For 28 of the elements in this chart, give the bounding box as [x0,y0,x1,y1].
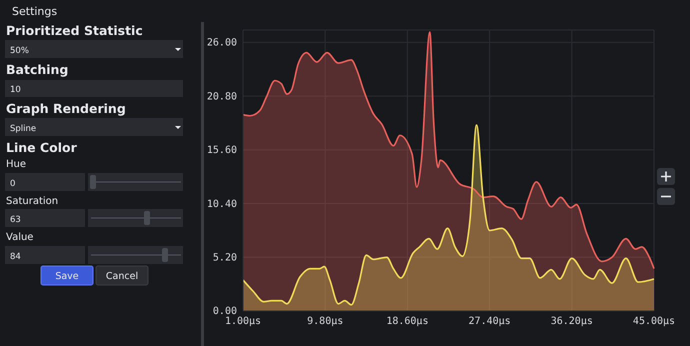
text: Batching [6,62,68,77]
y-tick-label: 5.20 [212,252,237,264]
text: Hue [6,159,26,170]
y-tick-label: 0.00 [212,306,237,318]
x-tick-label: 27.40µs [468,316,511,328]
x-tick-label: 45.00µs [632,316,676,328]
text: 84 [10,252,21,262]
text: 50% [10,46,29,56]
text: Graph Rendering [6,101,126,116]
text: Prioritized Statistic [6,23,143,38]
text: Cancel [106,271,138,282]
text: Settings [12,5,58,18]
y-tick-label: 10.40 [206,198,237,210]
y-tick-label: 26.00 [206,38,237,49]
y-tick-label: 20.80 [206,91,237,102]
text: Spline [10,124,36,134]
text: Value [6,232,34,243]
text: 63 [10,215,21,225]
text: Line Color [6,140,78,155]
text: 10 [10,85,21,95]
y-tick-label: 15.60 [206,145,237,156]
text: Saturation [6,196,58,207]
text: 0 [10,179,16,189]
x-tick-label: 9.80µs [307,316,344,328]
x-tick-label: 18.60µs [386,316,428,328]
x-tick-label: 36.20µs [550,316,593,328]
x-tick-label: 1.00µs [224,316,262,328]
text: Save [55,271,79,282]
